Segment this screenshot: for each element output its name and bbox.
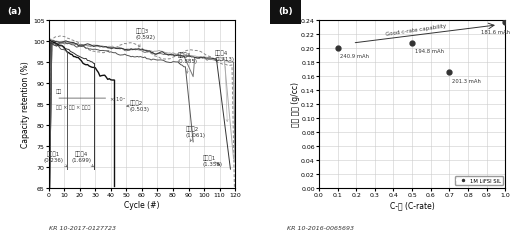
Text: (b): (b) (278, 7, 292, 16)
Legend: 1M LiFSI SIL: 1M LiFSI SIL (456, 176, 503, 186)
Text: 194.8 mAh: 194.8 mAh (415, 49, 444, 54)
Y-axis label: 전극 밀도 (g/cc): 전극 밀도 (g/cc) (290, 82, 300, 127)
Text: 실시예4
(0.713): 실시예4 (0.713) (215, 50, 235, 122)
Text: 저항 × 면적 × 흡기도: 저항 × 면적 × 흡기도 (56, 104, 91, 109)
X-axis label: C-율 (C-rate): C-율 (C-rate) (390, 200, 435, 209)
Text: (a): (a) (8, 7, 22, 16)
Text: KR 10-2017-0127723: KR 10-2017-0127723 (49, 225, 116, 230)
Text: 실시예2
(1.061): 실시예2 (1.061) (185, 126, 205, 142)
Text: 두께: 두께 (56, 89, 63, 94)
Text: 비교예3
(0.592): 비교예3 (0.592) (136, 28, 156, 48)
Y-axis label: Capacity retention (%): Capacity retention (%) (21, 61, 30, 148)
Text: 실시예1
(1.358): 실시예1 (1.358) (203, 155, 223, 166)
Text: 실시예3
(0.885): 실시예3 (0.885) (177, 52, 198, 74)
Text: 240.9 mAh: 240.9 mAh (341, 54, 369, 59)
Text: 201.3 mAh: 201.3 mAh (452, 78, 481, 83)
Text: KR 10-2016-0065693: KR 10-2016-0065693 (287, 225, 354, 230)
Text: 181.6 mAh: 181.6 mAh (481, 30, 510, 35)
Text: 비교예1
(0.236): 비교예1 (0.236) (44, 151, 67, 167)
X-axis label: Cycle (#): Cycle (#) (124, 200, 160, 209)
Text: Good c-rate capability: Good c-rate capability (385, 23, 446, 36)
Text: × 10⁴: × 10⁴ (110, 96, 125, 101)
Text: 비교예4
(1.699): 비교예4 (1.699) (71, 151, 93, 167)
Text: 비교예2
(0.503): 비교예2 (0.503) (127, 100, 149, 112)
